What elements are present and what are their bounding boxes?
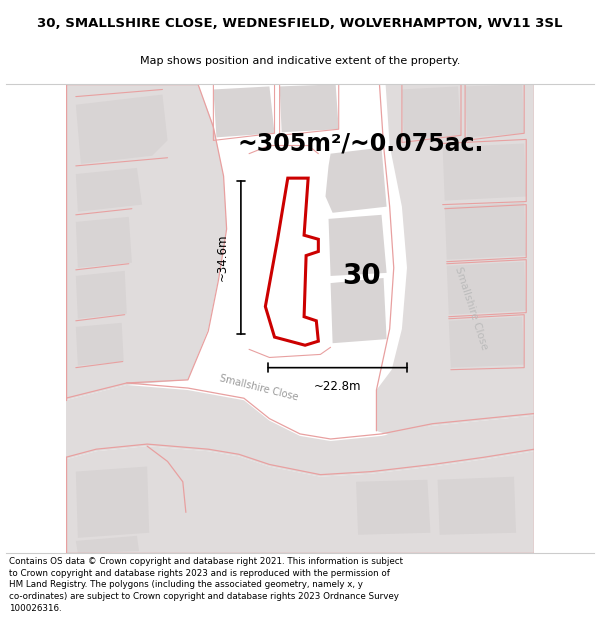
Polygon shape <box>214 86 275 138</box>
Polygon shape <box>76 217 132 268</box>
Polygon shape <box>443 144 526 201</box>
Text: ~22.8m: ~22.8m <box>314 379 361 392</box>
Polygon shape <box>376 84 535 436</box>
Polygon shape <box>76 94 167 164</box>
Polygon shape <box>76 466 149 538</box>
Polygon shape <box>65 446 535 553</box>
Polygon shape <box>76 271 127 319</box>
Polygon shape <box>325 148 386 213</box>
Polygon shape <box>65 385 535 477</box>
Polygon shape <box>437 477 516 535</box>
Polygon shape <box>76 323 124 366</box>
Text: Smallshire Close: Smallshire Close <box>219 374 299 402</box>
Polygon shape <box>356 480 430 535</box>
Polygon shape <box>329 215 386 276</box>
Polygon shape <box>65 84 227 400</box>
Text: 30, SMALLSHIRE CLOSE, WEDNESFIELD, WOLVERHAMPTON, WV11 3SL: 30, SMALLSHIRE CLOSE, WEDNESFIELD, WOLVE… <box>37 17 563 30</box>
Text: Contains OS data © Crown copyright and database right 2021. This information is : Contains OS data © Crown copyright and d… <box>9 557 403 613</box>
Polygon shape <box>331 278 386 343</box>
Text: 30: 30 <box>342 262 380 290</box>
Polygon shape <box>402 86 461 139</box>
Polygon shape <box>465 84 524 138</box>
Text: Map shows position and indicative extent of the property.: Map shows position and indicative extent… <box>140 56 460 66</box>
Text: ~34.6m: ~34.6m <box>216 234 229 281</box>
Polygon shape <box>445 202 526 259</box>
Polygon shape <box>76 168 142 212</box>
Text: ~305m²/~0.075ac.: ~305m²/~0.075ac. <box>238 131 484 156</box>
Polygon shape <box>449 317 524 368</box>
Text: Smallshire Close: Smallshire Close <box>453 266 490 351</box>
Polygon shape <box>280 84 339 132</box>
Polygon shape <box>76 536 139 553</box>
Polygon shape <box>265 178 319 345</box>
Polygon shape <box>447 262 526 314</box>
